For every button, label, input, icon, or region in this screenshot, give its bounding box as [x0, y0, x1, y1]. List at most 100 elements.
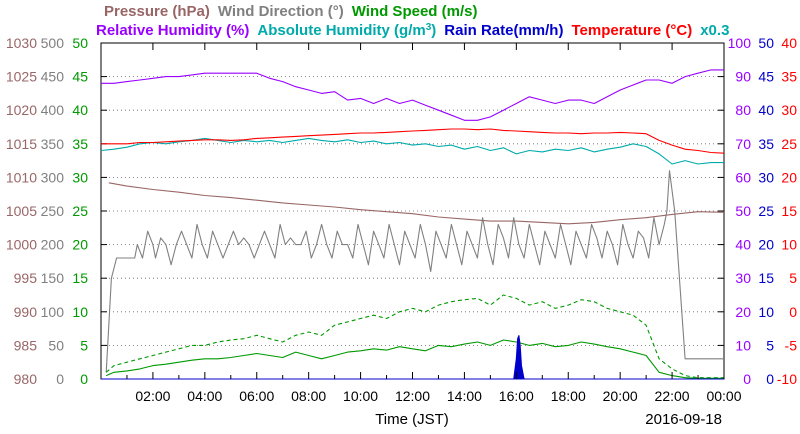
wind_direction-tick: 450 [41, 69, 65, 85]
wind_direction-tick: 300 [41, 169, 65, 185]
pressure-tick: 985 [14, 337, 38, 353]
temperature-tick: 40 [781, 35, 797, 51]
temperature-tick: -5 [785, 337, 798, 353]
wind_direction-tick: 400 [41, 102, 65, 118]
pressure-tick: 1010 [6, 169, 37, 185]
rain_rate-tick: 10 [758, 304, 774, 320]
x-tick-label: 08:00 [291, 388, 326, 404]
x-tick-label: 14:00 [447, 388, 482, 404]
wind_speed-tick: 5 [80, 337, 88, 353]
temperature-tick: 20 [781, 169, 797, 185]
temperature-tick: 25 [781, 136, 797, 152]
wind_direction-tick: 200 [41, 237, 65, 253]
x-tick-label: 12:00 [395, 388, 430, 404]
relative_humidity-tick: 60 [735, 169, 751, 185]
series-absolute-humidity-g-m3 [100, 137, 724, 165]
wind_direction-tick: 0 [56, 371, 64, 387]
legend-pressure-hpa: Pressure (hPa) [104, 3, 210, 20]
rain_rate-tick: 5 [766, 337, 774, 353]
temperature-tick: 30 [781, 102, 797, 118]
x-tick-label: 16:00 [499, 388, 534, 404]
rain_rate-tick: 20 [758, 237, 774, 253]
pressure-tick: 1005 [6, 203, 37, 219]
rain_rate-tick: 30 [758, 169, 774, 185]
pressure-tick: 990 [14, 304, 38, 320]
rain_rate-tick: 15 [758, 270, 774, 286]
relative_humidity-tick: 70 [735, 136, 751, 152]
pressure-tick: 1015 [6, 136, 37, 152]
x-axis-ticks: 02:00 04:00 06:00 08:00 10:00 12:00 14:00 16:00… [126, 43, 742, 404]
legend-row-2: Relative Humidity (%) Absolute Humidity (… [96, 22, 729, 40]
pressure-tick: 1000 [6, 237, 37, 253]
wind_direction-tick: 100 [41, 304, 65, 320]
pressure-tick: 980 [14, 371, 38, 387]
series-rain-rate-mm-h [101, 335, 724, 380]
series-wind-direction [105, 170, 724, 373]
relative_humidity-tick: 30 [735, 270, 751, 286]
wind_direction-tick: 350 [41, 136, 65, 152]
rain_rate-tick: 25 [758, 203, 774, 219]
plot-area [100, 42, 725, 380]
legend-row-1: Pressure (hPa) Wind Direction (°) Wind Spe… [104, 3, 477, 20]
temperature-tick: 15 [781, 203, 797, 219]
relative_humidity-tick: 80 [735, 102, 751, 118]
x-tick-label: 10:00 [343, 388, 378, 404]
legend-wind-speed-m-s: Wind Speed (m/s) [352, 3, 478, 20]
x-tick-label: 18:00 [551, 388, 586, 404]
relative_humidity-tick: 10 [735, 337, 751, 353]
x-tick-label: 06:00 [239, 388, 274, 404]
series-wind-speed-m-s [105, 339, 724, 379]
series-temperature-c [101, 128, 725, 154]
rain_rate-tick: 0 [766, 371, 774, 387]
pressure-tick: 995 [14, 270, 38, 286]
pressure-tick: 1025 [6, 69, 37, 85]
pressure-tick: 1020 [6, 102, 37, 118]
rain_rate-tick: 40 [758, 102, 774, 118]
chart-legend: Pressure (hPa) Wind Direction (°) Wind Spe… [96, 3, 729, 39]
relative_humidity-tick: 50 [735, 203, 751, 219]
wind_direction-tick: 500 [41, 35, 65, 51]
series-relative-humidity [101, 69, 724, 121]
x-tick-label: 02:00 [135, 388, 170, 404]
relative_humidity-tick: 100 [728, 35, 752, 51]
relative_humidity-tick: 40 [735, 237, 751, 253]
wind_speed-tick: 50 [72, 35, 88, 51]
wind_speed-tick: 45 [72, 69, 88, 85]
relative_humidity-tick: 0 [743, 371, 751, 387]
legend-absolute-humidity-g-m: Absolute Humidity (g/m [257, 22, 425, 39]
chart-date: 2016-09-18 [645, 411, 722, 428]
wind_speed-tick: 35 [72, 136, 88, 152]
legend-temperature-c: Temperature (°C) [571, 22, 692, 39]
right-axes: 0102030405060708090100051015202530354045… [728, 35, 798, 387]
wind_speed-tick: 25 [72, 203, 88, 219]
temperature-tick: 5 [789, 270, 797, 286]
temperature-tick: 0 [789, 304, 797, 320]
wind_speed-tick: 40 [72, 102, 88, 118]
left-axes: 9809859909951000100510101015102010251030… [6, 35, 88, 387]
rain_rate-tick: 45 [758, 69, 774, 85]
wind_speed-tick: 10 [72, 304, 88, 320]
legend-closing: ) [431, 22, 436, 39]
wind_speed-tick: 20 [72, 237, 88, 253]
data-series [100, 69, 725, 380]
rain_rate-tick: 50 [758, 35, 774, 51]
x-tick-label: 00:00 [706, 388, 741, 404]
wind_direction-tick: 250 [41, 203, 65, 219]
x-tick-label: 22:00 [655, 388, 690, 404]
wind_speed-tick: 15 [72, 270, 88, 286]
x-tick-label: 20:00 [603, 388, 638, 404]
pressure-tick: 1030 [6, 35, 37, 51]
temperature-tick: 10 [781, 237, 797, 253]
wind_direction-tick: 150 [41, 270, 65, 286]
x-axis-label: Time (JST) [375, 411, 449, 428]
series-wind-speed-gust-m-s [105, 294, 724, 379]
relative_humidity-tick: 90 [735, 69, 751, 85]
relative_humidity-tick: 20 [735, 304, 751, 320]
series-pressure-hpa [108, 182, 725, 225]
rain_rate-tick: 35 [758, 136, 774, 152]
legend-relative-humidity: Relative Humidity (%) [96, 22, 249, 39]
wind_speed-tick: 0 [80, 371, 88, 387]
legend-wind-direction: Wind Direction (°) [218, 3, 344, 20]
legend-x0-3: x0.3 [700, 22, 729, 39]
temperature-tick: 35 [781, 69, 797, 85]
